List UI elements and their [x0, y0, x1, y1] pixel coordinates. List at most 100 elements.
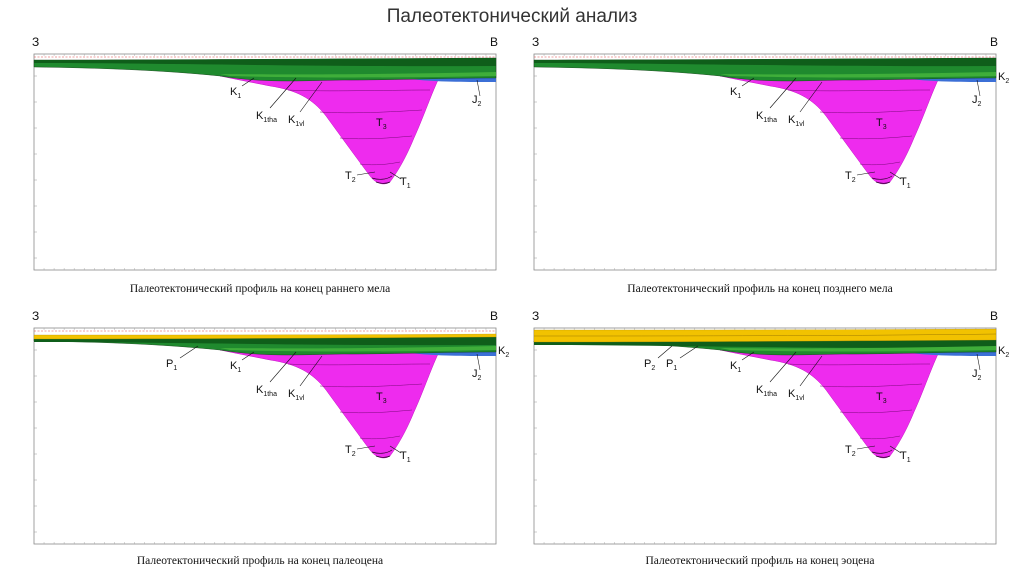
leader-line-k1 [741, 77, 755, 87]
stratum-label-k1vl: K1vl [788, 388, 805, 402]
stratum-label-k1tha: K1tha [756, 110, 777, 124]
stratum-label-t3: T3 [876, 117, 887, 131]
cretaceous-lower-band [220, 346, 496, 352]
profile-diagram: З В K1 K1tha K1vl T3 T2 T1 J2 [32, 35, 498, 271]
stratum-label-p1: P1 [666, 358, 677, 372]
direction-west: З [32, 309, 39, 323]
caption-early-cretaceous: Палеотектонический профиль на конец ранн… [129, 283, 391, 295]
stratum-label-t2: T2 [845, 444, 856, 458]
cretaceous-upper-band [34, 337, 496, 346]
leader-line-k1 [241, 351, 255, 361]
leader-line-k1vl [299, 81, 323, 113]
leader-line-k1tha [269, 77, 297, 109]
stratum-label-k1vl: K1vl [288, 114, 305, 128]
caption-late-cretaceous: Палеотектонический профиль на конец позд… [627, 283, 893, 295]
leader-line-k1tha [769, 351, 797, 383]
cretaceous-lower-band [720, 72, 996, 78]
basin-horizons [787, 363, 931, 458]
leader-line-k1tha [769, 77, 797, 109]
leader-line-j2 [976, 353, 981, 371]
leader-line-t2 [856, 171, 876, 176]
cretaceous-lower-band [720, 346, 996, 352]
stratum-label-k2: K2 [498, 345, 509, 359]
stratum-label-t1: T1 [400, 450, 411, 464]
stratum-label-k1tha: K1tha [256, 384, 277, 398]
depth-axis [34, 75, 37, 259]
direction-east: В [990, 309, 998, 323]
leader-line-j2 [476, 79, 481, 97]
leader-line-p2 [657, 345, 673, 359]
stratum-label-k1vl: K1vl [788, 114, 805, 128]
distance-axis-bottom [33, 268, 497, 270]
stratum-label-t1: T1 [400, 176, 411, 190]
stratum-label-k2: K2 [998, 71, 1009, 85]
stratum-label-t3: T3 [376, 117, 387, 131]
stratum-label-j2: J2 [972, 94, 982, 108]
leader-line-p1 [679, 345, 699, 359]
depth-axis [534, 75, 537, 259]
stratum-label-k1: K1 [230, 86, 241, 100]
cretaceous-upper-band [534, 340, 996, 349]
leader-line-t1 [389, 445, 402, 454]
stratum-label-k2: K2 [998, 345, 1009, 359]
stratum-label-k1: K1 [230, 360, 241, 374]
stratum-label-t2: T2 [345, 170, 356, 184]
stratum-label-j2: J2 [472, 94, 482, 108]
leader-line-j2 [476, 353, 481, 371]
stratum-label-k1tha: K1tha [256, 110, 277, 124]
caption-paleocene: Палеотектонический профиль на конец пале… [136, 555, 384, 567]
stratum-label-t3: T3 [376, 391, 387, 405]
direction-west: З [32, 35, 39, 49]
paleogene-layer [33, 333, 497, 340]
leader-line-k1 [741, 351, 755, 361]
leader-line-j2 [976, 79, 981, 97]
cretaceous-upper-band [534, 58, 996, 67]
direction-east: В [490, 309, 498, 323]
cretaceous-lower-band [220, 72, 496, 78]
direction-west: З [532, 35, 539, 49]
stratum-label-p2: P2 [644, 358, 655, 372]
stratum-label-k1tha: K1tha [756, 384, 777, 398]
profile-panel-early-cretaceous: З В K1 K1tha K1vl T3 T2 T1 J2 [20, 34, 500, 304]
stratum-label-k1: K1 [730, 360, 741, 374]
stratum-label-k1: K1 [730, 86, 741, 100]
stratum-label-t3: T3 [876, 391, 887, 405]
profile-panel-eocene: З В P2 P1 K1 K1tha K1vl T3 T2 T1 J2 K2 [520, 308, 1009, 578]
leader-line-k1vl [799, 355, 823, 387]
leader-line-k1vl [799, 81, 823, 113]
leader-line-p1 [179, 345, 199, 359]
distance-axis-bottom [33, 542, 497, 544]
leader-line-k1vl [299, 355, 323, 387]
stratum-label-j2: J2 [472, 368, 482, 382]
profile-panel-late-cretaceous: З В K1 K1tha K1vl T3 T2 T1 J2 K2 [520, 34, 1009, 304]
distance-axis-top [533, 54, 997, 58]
caption-eocene: Палеотектонический профиль на конец эоце… [645, 555, 875, 567]
leader-line-t2 [856, 445, 876, 450]
distance-axis-bottom [533, 542, 997, 544]
basin-horizons [287, 89, 431, 184]
leader-line-t2 [356, 171, 376, 176]
leader-line-k1tha [269, 351, 297, 383]
direction-east: В [490, 35, 498, 49]
stratum-label-t2: T2 [845, 170, 856, 184]
basin-horizons [787, 89, 931, 184]
profile-panel-paleocene: З В P1 K1 K1tha K1vl T3 T2 T1 J2 K2 [20, 308, 509, 578]
stratum-label-k1vl: K1vl [288, 388, 305, 402]
basin-horizons [287, 363, 431, 458]
profile-diagram: З В P1 K1 K1tha K1vl T3 T2 T1 J2 K2 [32, 309, 509, 545]
cretaceous-upper-band [34, 58, 496, 67]
profile-diagram: З В K1 K1tha K1vl T3 T2 T1 J2 K2 [532, 35, 1009, 271]
distance-axis-top [33, 328, 497, 332]
stratum-label-t1: T1 [900, 176, 911, 190]
leader-line-t1 [889, 171, 902, 180]
stratum-label-j2: J2 [972, 368, 982, 382]
distance-axis-bottom [533, 268, 997, 270]
direction-east: В [990, 35, 998, 49]
leader-line-t1 [389, 171, 402, 180]
profile-diagram: З В P2 P1 K1 K1tha K1vl T3 T2 T1 J2 K2 [532, 309, 1009, 545]
direction-west: З [532, 309, 539, 323]
depth-axis [34, 349, 37, 533]
leader-line-t2 [356, 445, 376, 450]
distance-axis-top [33, 54, 497, 58]
stratum-label-t1: T1 [900, 450, 911, 464]
